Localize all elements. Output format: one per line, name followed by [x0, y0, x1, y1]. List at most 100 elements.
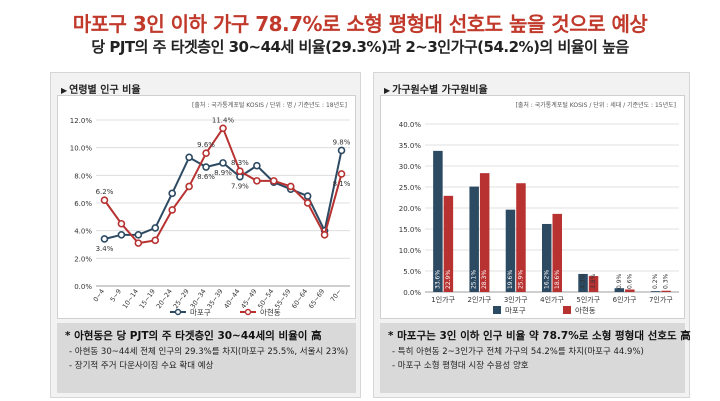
data-point: [117, 231, 126, 239]
x-tick-label: 50~54: [256, 288, 275, 311]
x-tick-label: 30~34: [189, 288, 208, 311]
data-point: [134, 239, 143, 247]
bar-value-label: 19.6%: [507, 270, 514, 289]
data-point: [151, 236, 160, 245]
data-point: [303, 199, 312, 207]
data-point: [253, 177, 261, 185]
y-tick-label: 40.0%: [399, 121, 422, 129]
y-tick-label: 20.0%: [399, 205, 422, 213]
y-tick-label: 12.0%: [70, 117, 93, 125]
legend-swatch: [493, 306, 501, 314]
data-point: [303, 192, 312, 200]
x-tick-label: 5인가구: [576, 295, 600, 304]
bar-value-label: 4.3%: [580, 273, 587, 289]
data-point: [185, 153, 193, 162]
x-tick-label: 3인가구: [504, 295, 528, 304]
legend-marker: [174, 308, 182, 316]
age-chart-box: [출처 : 국가통계포털 KOSIS / 단위 : 명 / 기준년도 : 18년…: [57, 95, 356, 319]
y-tick-label: 35.0%: [399, 142, 422, 150]
y-tick-label: 6.0%: [74, 200, 92, 208]
household-chart-box: [출처 : 국가통계포털 KOSIS / 단위 : 세대 / 기준년도 : 15…: [380, 95, 685, 319]
y-tick-label: 2.0%: [74, 255, 92, 263]
x-tick-label: 35~39: [205, 288, 224, 311]
data-point: [185, 182, 193, 191]
bar-1: [552, 213, 562, 292]
x-tick-label: 4인가구: [540, 295, 564, 304]
data-point: [320, 231, 329, 239]
data-point: [100, 235, 109, 243]
data-point: [337, 170, 346, 178]
y-tick-label: 30.0%: [399, 163, 422, 171]
data-point: [286, 182, 295, 191]
household-note: * 마포구는 3인 이하 인구 비율 약 78.7%로 소형 평형대 선호도 高…: [380, 323, 691, 393]
y-tick-label: 0.0%: [74, 283, 92, 291]
page-title: 마포구 3인 이하 가구 78.7%로 소형 평형대 선호도 높을 것으로 예상: [72, 12, 648, 36]
bar-1: [443, 195, 454, 292]
bar-value-label: 16.2%: [543, 270, 550, 289]
x-tick-label: 70~: [329, 288, 343, 304]
data-label: 8.1%: [333, 180, 351, 188]
x-tick-label: 20~24: [155, 288, 174, 311]
bar-0: [433, 150, 443, 292]
x-tick-label: 5~9: [109, 288, 123, 304]
bar-value-label: 0.9%: [616, 273, 623, 289]
x-tick-label: 15~19: [138, 288, 157, 311]
bar-1: [588, 276, 599, 292]
bar-value-label: 25.1%: [471, 270, 478, 289]
age-note-sub2: - 장기적 주거 다운사이징 수요 확대 예상: [69, 361, 214, 371]
y-tick-label: 8.0%: [74, 172, 92, 180]
legend-label: 마포구: [190, 308, 211, 317]
household-panel-title: ▶ 가구원수별 가구원비율: [384, 81, 488, 96]
x-tick-label: 10~14: [121, 288, 140, 311]
triangle-icon: ▶: [61, 86, 68, 95]
data-point: [100, 196, 109, 205]
y-tick-label: 4.0%: [74, 228, 92, 236]
data-point: [236, 167, 244, 175]
data-label: 8.6%: [197, 173, 215, 181]
x-tick-label: 1인가구: [431, 295, 455, 304]
data-point: [270, 177, 278, 185]
household-panel-title-text: 가구원수별 가구원비율: [392, 85, 488, 96]
bar-value-label: 3.8%: [590, 273, 597, 289]
data-point: [219, 124, 227, 133]
y-tick-label: 5.0%: [403, 268, 421, 276]
bar-value-label: 0.6%: [626, 273, 633, 289]
age-panel-title: ▶ 연령별 인구 비율: [61, 81, 141, 96]
data-point: [337, 146, 346, 155]
y-tick-label: 15.0%: [399, 226, 422, 234]
bar-value-label: 18.6%: [554, 270, 561, 289]
x-tick-label: 40~44: [222, 288, 241, 311]
bar-0: [505, 209, 516, 292]
y-tick-label: 25.0%: [399, 184, 422, 192]
household-panel: ▶ 가구원수별 가구원비율 [출처 : 국가통계포털 KOSIS / 단위 : 세…: [373, 72, 691, 398]
bar-value-label: 0.3%: [663, 273, 670, 289]
legend-label: 아현동: [575, 305, 596, 315]
y-tick-label: 0.0%: [403, 289, 421, 297]
x-tick-label: 55~59: [273, 288, 292, 311]
age-note-main: * 아현동은 당 PJT의 주 타겟층인 30~44세의 비율이 高: [65, 330, 322, 342]
x-tick-label: 65~69: [307, 288, 326, 311]
bar-value-label: 28.3%: [481, 270, 488, 289]
age-line-chart: 0.0% 2.0% 4.0% 6.0% 8.0% 10.0% 12.0% 0~4 5~910~1…: [70, 116, 351, 317]
data-point: [253, 161, 261, 170]
legend-label: 마포구: [505, 306, 526, 315]
data-label: 8.3%: [231, 159, 249, 167]
triangle-icon: ▶: [384, 86, 391, 95]
household-note-sub2: - 마포구 소형 평형대 시장 수용성 양호: [392, 361, 529, 371]
bar-1: [516, 183, 526, 292]
data-label: 3.4%: [96, 245, 114, 253]
data-point: [168, 206, 176, 214]
legend-label: 아현동: [260, 307, 281, 317]
x-tick-label: 6인가구: [613, 295, 637, 304]
x-tick-label: 25~29: [172, 288, 191, 311]
age-panel-title-text: 연령별 인구 비율: [69, 85, 141, 96]
age-note-sub1: - 아현동 30~44세 전체 인구의 29.3%를 차지(마포구 25.5%,…: [69, 347, 349, 357]
page-subtitle: 당 PJT의 주 타겟층인 30~44세 비율(29.3%)과 2~3인가구(5…: [91, 38, 629, 56]
data-point: [151, 224, 160, 232]
bar-0: [542, 223, 552, 292]
y-tick-label: 10.0%: [70, 145, 93, 153]
age-chart-source: [출처 : 국가통계포털 KOSIS / 단위 : 명 / 기준년도 : 18년…: [192, 102, 347, 109]
data-label: 9.6%: [197, 141, 215, 149]
age-panel: ▶ 연령별 인구 비율 [출처 : 국가통계포털 KOSIS / 단위 : 명 /…: [50, 72, 361, 398]
bar-value-label: 0.2%: [652, 273, 659, 289]
